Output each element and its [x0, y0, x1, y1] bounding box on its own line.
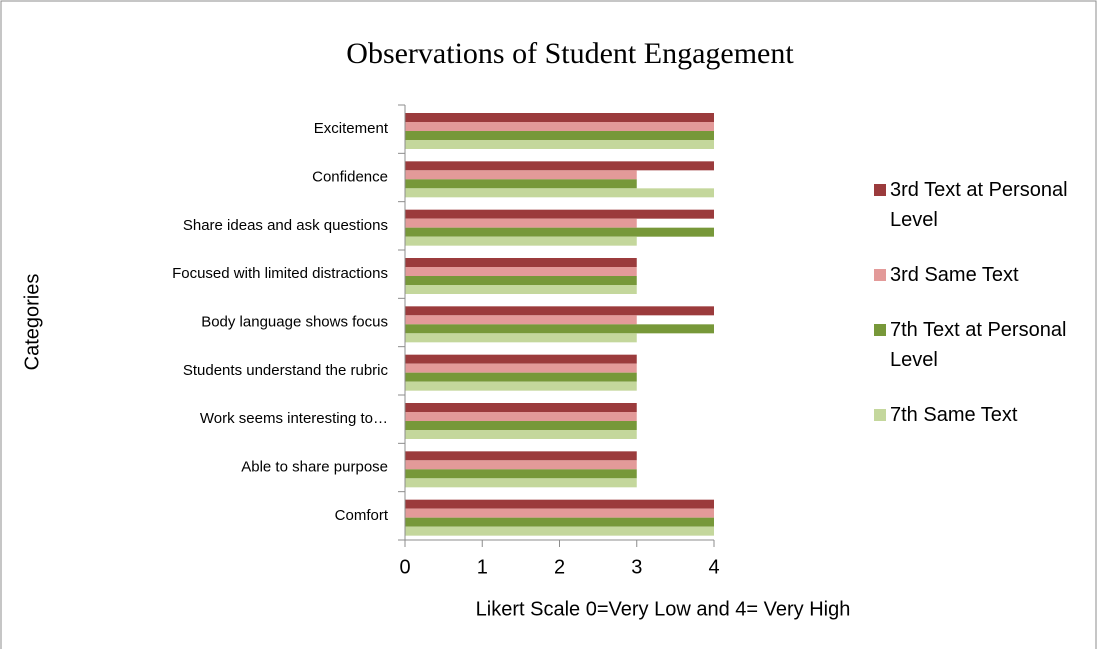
legend-swatch — [874, 184, 886, 196]
bar — [405, 526, 714, 536]
bar — [405, 430, 637, 439]
y-tick-label: Work seems interesting to… — [200, 410, 388, 427]
bar — [405, 140, 714, 149]
y-tick-label: Focused with limited distractions — [172, 265, 388, 282]
bar — [405, 285, 637, 294]
bar — [405, 460, 637, 470]
bar — [405, 372, 637, 382]
bar — [405, 122, 714, 131]
y-tick-label: Confidence — [312, 168, 388, 185]
bar — [405, 333, 637, 343]
bar — [405, 113, 714, 122]
bar — [405, 315, 637, 325]
y-tick-label: Excitement — [314, 120, 389, 137]
y-tick-label: Share ideas and ask questions — [183, 217, 388, 234]
bar — [405, 381, 637, 391]
bar — [405, 469, 637, 479]
chart-title: Observations of Student Engagement — [346, 37, 794, 70]
bar — [405, 209, 714, 219]
bar — [405, 403, 637, 412]
bar — [405, 451, 637, 461]
bar — [405, 412, 637, 421]
bar — [405, 236, 637, 246]
legend-label: 7th Same Text — [874, 400, 1090, 430]
y-tick-label: Body language shows focus — [201, 313, 388, 330]
bar — [405, 131, 714, 140]
bar — [405, 478, 637, 488]
bar — [405, 421, 637, 430]
bar — [405, 227, 714, 237]
y-tick-label: Comfort — [335, 507, 389, 524]
legend-swatch — [874, 269, 886, 281]
x-tick-label: 4 — [708, 556, 719, 578]
legend-swatch — [874, 324, 886, 336]
legend-swatch — [874, 409, 886, 421]
bar — [405, 324, 714, 334]
bar — [405, 258, 637, 267]
y-tick-label: Students understand the rubric — [183, 362, 389, 379]
legend-label: 3rd Same Text — [874, 260, 1090, 290]
bar — [405, 276, 637, 285]
bar — [405, 508, 714, 518]
bar — [405, 267, 637, 276]
bar — [405, 363, 637, 373]
legend-label: 3rd Text at Personal Level — [874, 175, 1090, 235]
legend-label: 7th Text at Personal Level — [874, 315, 1090, 375]
x-axis-label: Likert Scale 0=Very Low and 4= Very High — [476, 598, 851, 620]
x-tick-label: 3 — [631, 556, 642, 578]
x-tick-label: 2 — [554, 556, 565, 578]
x-tick-label: 1 — [477, 556, 488, 578]
bar — [405, 188, 714, 198]
y-axis-label: Categories — [21, 274, 43, 371]
y-tick-label: Able to share purpose — [241, 458, 388, 475]
bar — [405, 170, 637, 180]
bar — [405, 306, 714, 316]
bar — [405, 517, 714, 527]
bar — [405, 179, 637, 189]
bar — [405, 354, 637, 364]
bar — [405, 161, 714, 171]
x-tick-label: 0 — [399, 556, 410, 578]
bar — [405, 218, 637, 228]
bar — [405, 499, 714, 509]
